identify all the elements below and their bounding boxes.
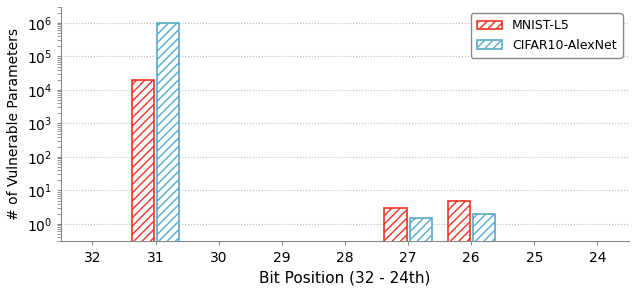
Bar [157,23,179,292]
Y-axis label: # of Vulnerable Parameters: # of Vulnerable Parameters [7,28,21,220]
Bar [384,208,406,292]
Legend: MNIST-L5, CIFAR10-AlexNet: MNIST-L5, CIFAR10-AlexNet [471,13,623,58]
Bar [448,201,469,292]
Bar [410,218,432,292]
X-axis label: Bit Position (32 - 24th): Bit Position (32 - 24th) [259,270,431,285]
Bar [473,214,495,292]
Bar [132,80,154,292]
